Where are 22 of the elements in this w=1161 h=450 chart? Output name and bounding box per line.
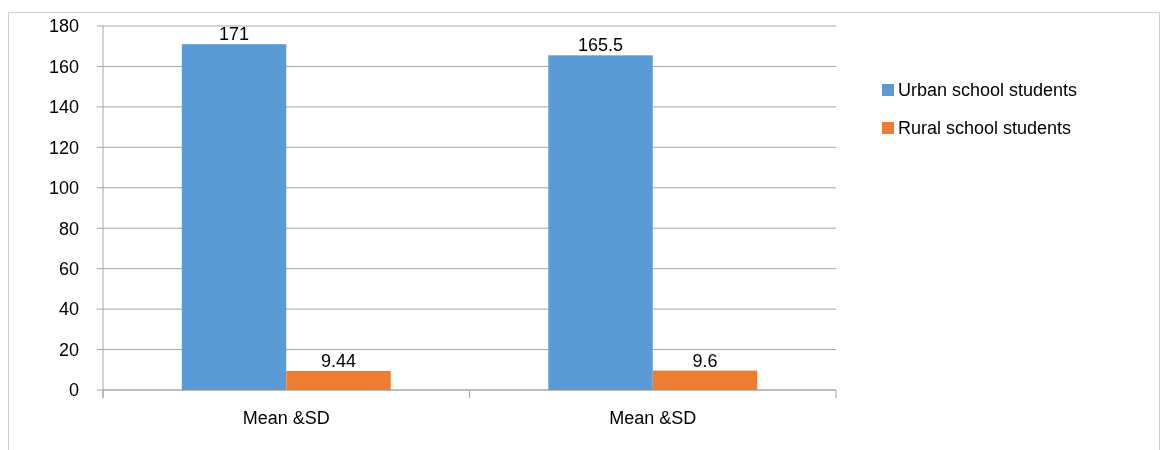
y-tick-label: 20 — [58, 339, 79, 360]
data-label: 165.5 — [578, 35, 624, 56]
data-label: 171 — [219, 24, 250, 45]
y-tick-label: 60 — [58, 258, 79, 279]
y-tick-label: 180 — [48, 16, 79, 37]
y-tick-label: 0 — [68, 380, 79, 401]
x-tick-label: Mean &SD — [609, 408, 697, 428]
y-tick-label: 160 — [48, 56, 79, 77]
data-label: 9.44 — [320, 350, 356, 371]
y-tick-label: 140 — [48, 97, 79, 118]
legend-label: Rural school students — [898, 118, 1072, 139]
bar — [548, 55, 653, 390]
y-tick-label: 80 — [58, 218, 79, 239]
y-tick-label: 100 — [48, 178, 79, 199]
y-tick-label: 40 — [58, 299, 79, 320]
bar — [286, 370, 391, 390]
data-label: 9.6 — [692, 350, 718, 371]
bar — [652, 370, 758, 390]
y-tick-label: 120 — [48, 137, 79, 158]
bar — [181, 44, 287, 390]
legend-label: Urban school students — [898, 80, 1078, 101]
x-tick-label: Mean &SD — [242, 408, 330, 428]
